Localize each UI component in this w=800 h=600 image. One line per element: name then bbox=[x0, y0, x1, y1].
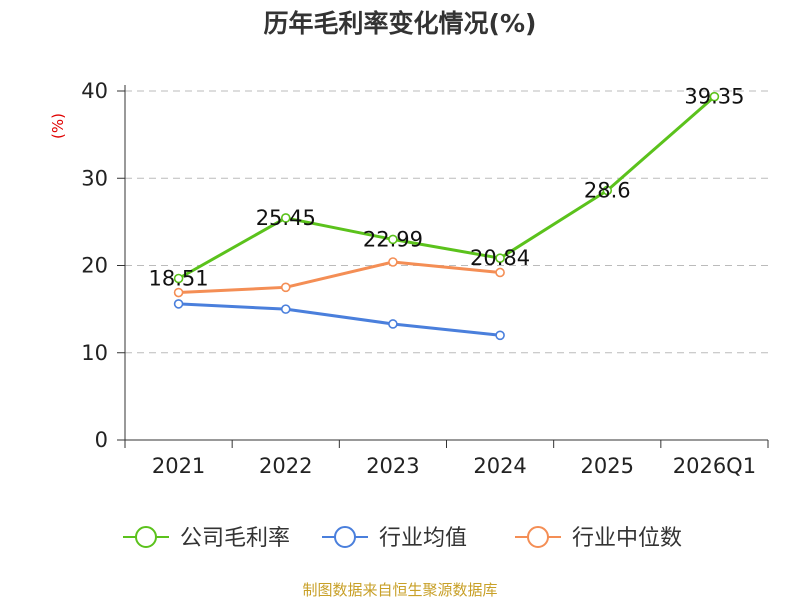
data-point bbox=[495, 330, 505, 341]
y-tick-label: 30 bbox=[81, 166, 108, 190]
legend-label: 行业均值 bbox=[379, 526, 467, 551]
data-point bbox=[388, 319, 398, 329]
x-tick-label: 2025 bbox=[581, 454, 634, 478]
legend-item-2: 行业中位数 bbox=[515, 526, 682, 551]
x-tick-label: 2023 bbox=[366, 454, 419, 478]
series-line bbox=[178, 260, 501, 295]
data-point bbox=[280, 282, 291, 293]
legend-marker bbox=[135, 526, 157, 548]
y-tick-label: 40 bbox=[81, 79, 108, 103]
source-note: 制图数据来自恒生聚源数据库 bbox=[302, 581, 497, 599]
series-layer: 18.51 25.45 22.99 20.84 28.6 39.35 bbox=[149, 85, 745, 341]
data-point bbox=[280, 213, 291, 223]
data-label: 28.6 bbox=[584, 178, 631, 202]
y-tick-label: 20 bbox=[81, 254, 108, 278]
data-point bbox=[709, 91, 720, 102]
legend-item-0: 公司毛利率 bbox=[123, 526, 290, 551]
series-line bbox=[178, 302, 501, 337]
data-point bbox=[280, 304, 291, 314]
legend: 公司毛利率 行业均值 行业中位数 bbox=[123, 526, 682, 551]
data-point bbox=[388, 234, 398, 245]
data-label: 39.35 bbox=[684, 85, 744, 109]
series-0: 18.51 25.45 22.99 20.84 28.6 39.35 bbox=[149, 85, 745, 291]
data-label: 18.51 bbox=[149, 267, 209, 291]
legend-marker bbox=[334, 526, 356, 548]
data-point bbox=[173, 299, 184, 309]
data-label: 22.99 bbox=[363, 227, 423, 251]
data-label: 25.45 bbox=[256, 206, 316, 230]
data-point bbox=[495, 267, 505, 278]
data-point bbox=[495, 253, 505, 263]
legend-label: 公司毛利率 bbox=[180, 526, 290, 551]
legend-label: 行业中位数 bbox=[572, 526, 682, 551]
y-tick-label: 10 bbox=[81, 341, 108, 365]
legend-marker bbox=[527, 526, 549, 548]
x-tick-label: 2024 bbox=[473, 454, 526, 478]
grid-lines bbox=[125, 90, 768, 354]
x-tick-label: 2026Q1 bbox=[673, 454, 756, 478]
series-line bbox=[177, 95, 716, 280]
series-2 bbox=[173, 257, 505, 298]
data-point bbox=[173, 273, 184, 284]
y-axis-label: (%) bbox=[49, 113, 67, 139]
x-tick-label: 2022 bbox=[259, 454, 312, 478]
axes: 0 10 20 30 40 2021 2022 2023 2024 2025 2026Q1 bbox=[81, 79, 769, 478]
legend-item-1: 行业均值 bbox=[322, 526, 467, 551]
x-tick-label: 2021 bbox=[152, 454, 205, 478]
chart-title: 历年毛利率变化情况(%) bbox=[264, 9, 537, 38]
data-point bbox=[388, 257, 398, 267]
y-tick-label: 0 bbox=[95, 428, 108, 452]
data-point bbox=[602, 185, 613, 196]
data-point bbox=[173, 287, 184, 298]
series-1 bbox=[173, 299, 505, 341]
data-label: 20.84 bbox=[470, 246, 530, 270]
